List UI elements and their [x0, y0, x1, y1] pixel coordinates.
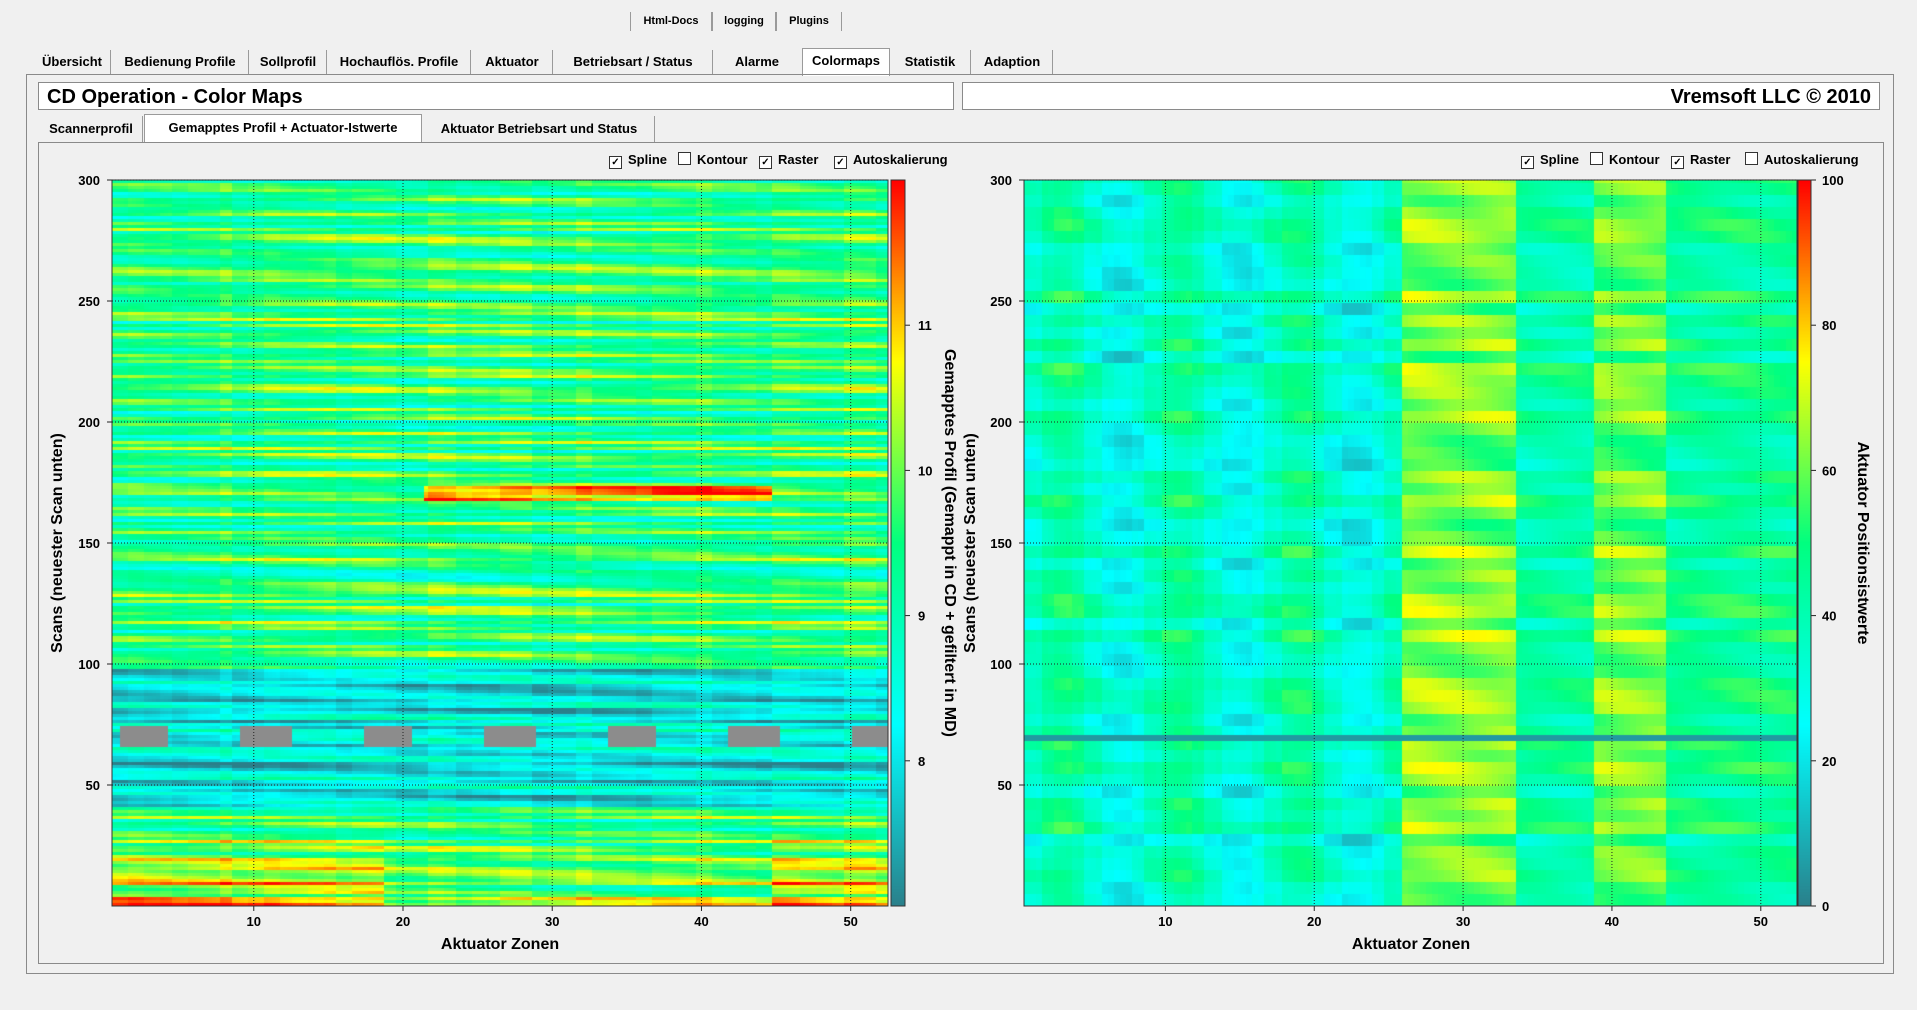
right-raster-checkbox[interactable]: ✓ Raster	[1671, 152, 1730, 169]
checkbox-icon: ✓	[759, 156, 772, 169]
checkbox-icon: ✓	[609, 156, 622, 169]
left-heatmap-plot[interactable]	[112, 180, 888, 906]
tab-hochaufloes-profile[interactable]: Hochauflös. Profile	[328, 50, 471, 74]
right-autoskalierung-checkbox[interactable]: Autoskalierung	[1745, 152, 1859, 168]
left-autoskalierung-checkbox[interactable]: ✓ Autoskalierung	[834, 152, 948, 169]
plugins-button[interactable]: Plugins	[776, 12, 842, 31]
right-colorbar	[1797, 180, 1811, 906]
checkbox-icon	[1590, 152, 1603, 165]
tab-content-frame	[26, 74, 1894, 974]
checkbox-icon: ✓	[1521, 156, 1534, 169]
tab-uebersicht[interactable]: Übersicht	[34, 50, 111, 74]
left-spline-checkbox[interactable]: ✓ Spline	[609, 152, 667, 169]
checkbox-icon	[1745, 152, 1758, 165]
left-kontour-checkbox[interactable]: Kontour	[678, 152, 748, 168]
left-colorbar	[891, 180, 905, 906]
subtab-aktuator-betriebsart[interactable]: Aktuator Betriebsart und Status	[424, 116, 655, 142]
tab-sollprofil[interactable]: Sollprofil	[250, 50, 327, 74]
left-raster-checkbox[interactable]: ✓ Raster	[759, 152, 818, 169]
right-heatmap-plot[interactable]	[1024, 180, 1798, 906]
right-spline-checkbox[interactable]: ✓ Spline	[1521, 152, 1579, 169]
tab-aktuator[interactable]: Aktuator	[472, 50, 553, 74]
subtab-gemapptes-profil[interactable]: Gemapptes Profil + Actuator-Istwerte	[144, 114, 422, 144]
tab-alarme[interactable]: Alarme	[734, 54, 780, 69]
tab-adaption[interactable]: Adaption	[972, 50, 1053, 74]
right-kontour-checkbox[interactable]: Kontour	[1590, 152, 1660, 168]
checkbox-icon	[678, 152, 691, 165]
checkbox-icon: ✓	[1671, 156, 1684, 169]
tab-betriebsart-status[interactable]: Betriebsart / Status	[554, 50, 713, 74]
subtab-scannerprofil[interactable]: Scannerprofil	[40, 116, 143, 142]
tab-colormaps[interactable]: Colormaps	[802, 48, 890, 76]
checkbox-icon: ✓	[834, 156, 847, 169]
tab-statistik[interactable]: Statistik	[890, 50, 971, 74]
html-docs-button[interactable]: Html-Docs	[630, 12, 712, 31]
page-title: CD Operation - Color Maps	[38, 82, 954, 110]
tab-bedienung-profile[interactable]: Bedienung Profile	[112, 50, 249, 74]
logging-button[interactable]: logging	[712, 12, 776, 31]
copyright-label: Vremsoft LLC © 2010	[962, 82, 1880, 110]
